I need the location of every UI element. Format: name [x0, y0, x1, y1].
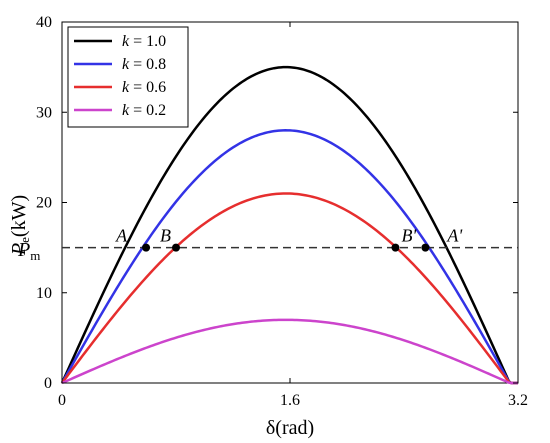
reference-line-label-sub: m [30, 248, 40, 263]
series-line-k-10 [60, 65, 518, 385]
reference-line-label-main: P [17, 239, 30, 261]
series-line-k-06 [61, 192, 518, 385]
legend-entry-value: = 0.8 [133, 56, 166, 73]
y-axis-title-main: P [8, 243, 30, 256]
y-axis-title-unit: (kW) [8, 195, 30, 237]
reference-line-label: Pm [17, 239, 40, 263]
legend-entry-k: k [122, 56, 133, 73]
y-tick-label: 30 [36, 104, 52, 121]
legend-entry: k = 0.2 [122, 102, 166, 119]
point-label-B-prime: B' [401, 226, 417, 246]
x-tick-label: 1.6 [280, 392, 300, 409]
legend-entry-value: = 1.0 [133, 33, 166, 50]
y-axis-title: Pe(kW) [8, 195, 32, 256]
series-line-k-02 [61, 318, 518, 385]
point-B [172, 243, 180, 252]
point-label-A-prime: A' [446, 226, 463, 246]
y-axis-title-sub: e [17, 237, 32, 243]
legend-entry-k: k [122, 33, 133, 50]
legend-entry-value: = 0.6 [133, 79, 166, 96]
point-label-A: A [115, 226, 128, 246]
y-tick-label: 40 [36, 14, 52, 31]
legend-entry-k: k [122, 102, 133, 119]
y-tick-label: 0 [44, 375, 52, 392]
point-label-B: B [160, 226, 171, 246]
legend-entry-value: = 0.2 [133, 102, 166, 119]
point-B-prime [391, 243, 400, 252]
y-tick-label: 10 [36, 285, 52, 302]
point-A [142, 243, 151, 252]
legend-entry-k: k [122, 79, 133, 96]
x-tick-label: 0 [58, 392, 66, 409]
series-line-k-08 [60, 129, 518, 385]
legend-entry: k = 0.6 [122, 79, 166, 96]
x-tick-label: 3.2 [508, 392, 528, 409]
legend-entry: k = 0.8 [122, 56, 166, 73]
point-A-prime [421, 243, 430, 252]
y-tick-label: 20 [36, 195, 52, 212]
legend-entry: k = 1.0 [122, 33, 166, 50]
x-axis-title: δ(rad) [266, 417, 314, 439]
